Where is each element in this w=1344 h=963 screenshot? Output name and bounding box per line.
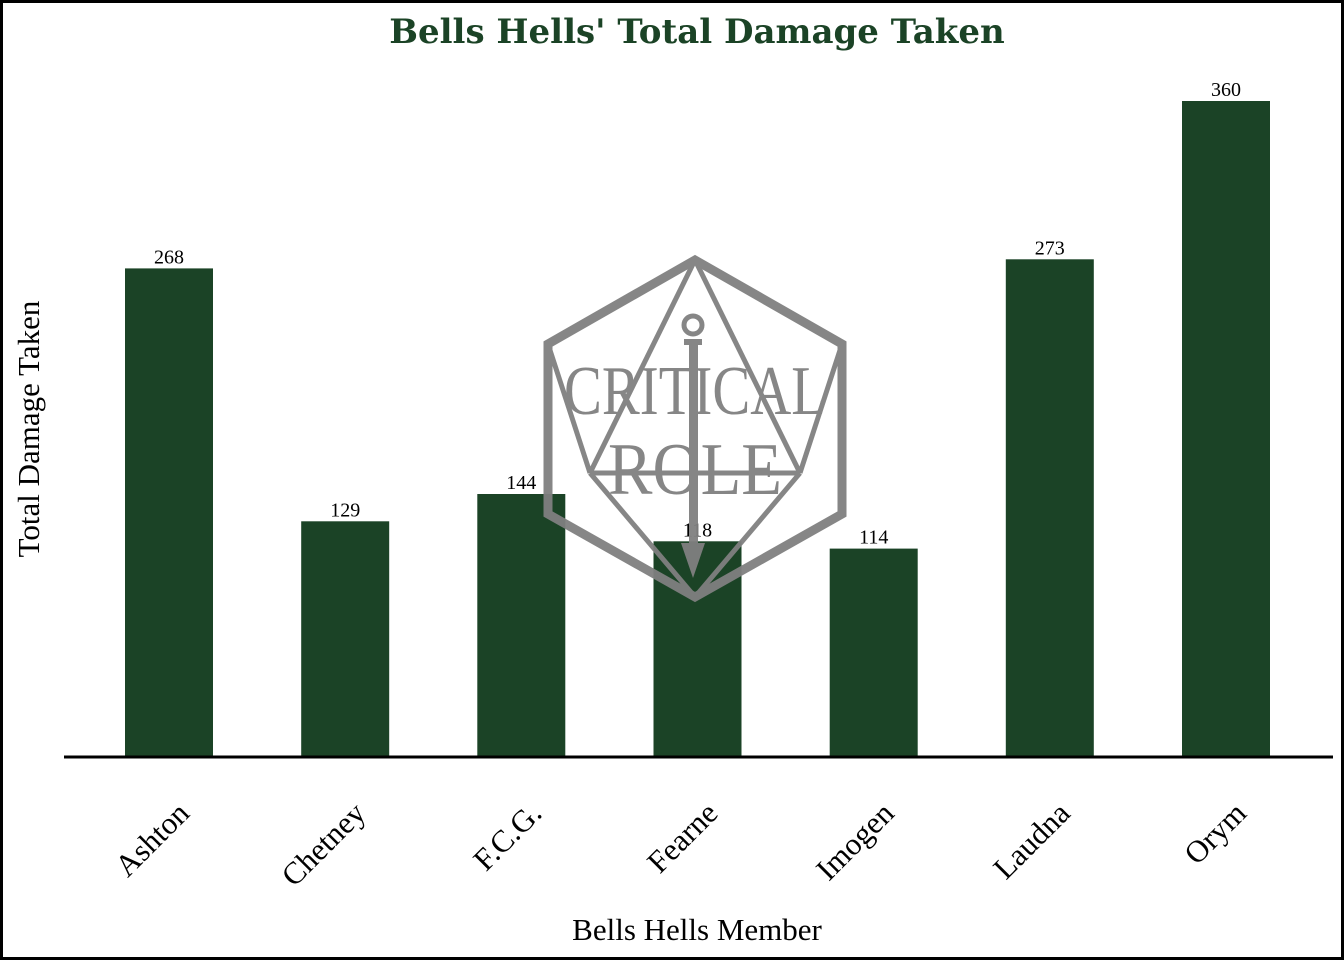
y-axis-label: Total Damage Taken (11, 300, 46, 557)
value-label: 268 (154, 246, 184, 268)
value-label: 129 (330, 499, 360, 521)
value-label: 360 (1211, 79, 1241, 101)
x-tick-label: F.C.G. (466, 795, 548, 877)
bar-chetney (301, 521, 390, 756)
bar-imogen (829, 548, 918, 756)
x-tick-label: Imogen (809, 795, 901, 887)
x-tick-label: Fearne (640, 795, 724, 879)
bar-chart: Bells Hells' Total Damage Taken 268 129 14… (11, 12, 1333, 947)
x-tick-label: Orym (1177, 795, 1253, 871)
bar-laudna (1005, 259, 1094, 756)
chart-title: Bells Hells' Total Damage Taken (389, 12, 1004, 52)
bar-f-c-g (477, 494, 566, 756)
x-tick-label: Chetney (274, 795, 372, 893)
value-label: 114 (859, 527, 888, 549)
sword-icon (681, 313, 705, 578)
bar-orym (1182, 101, 1270, 756)
critical-role-logo: CRITICAL ROLE (543, 254, 847, 603)
x-tick-labels-group: Ashton Chetney F.C.G. Fearne Imogen Laudna Ory… (108, 795, 1253, 893)
value-label: 144 (506, 472, 536, 494)
bar-ashton (125, 268, 213, 756)
value-label: 273 (1035, 237, 1065, 259)
x-axis-label: Bells Hells Member (572, 912, 822, 947)
x-tick-label: Laudna (986, 795, 1077, 886)
x-tick-label: Ashton (108, 795, 196, 883)
